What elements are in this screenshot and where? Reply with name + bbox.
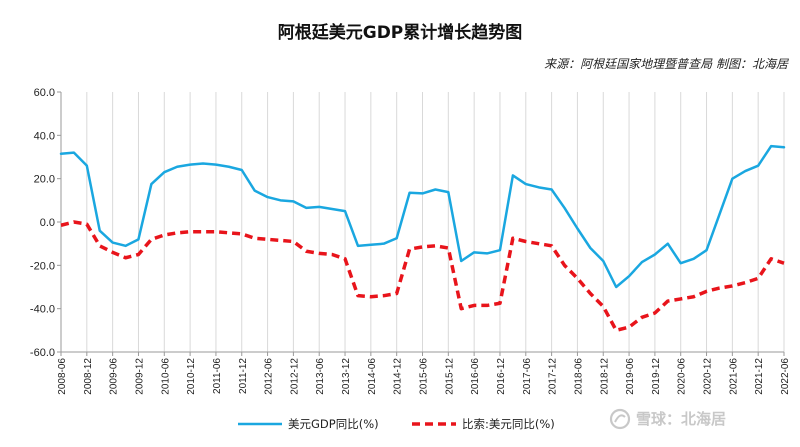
y-tick-label: 20.0 [34, 174, 55, 186]
y-axis: 60.0 40.0 20.0 0.0 -20.0 -40.0 -60.0 [30, 87, 62, 359]
x-tick-label: 2008-12 [83, 358, 94, 395]
legend-label-gdp: 美元GDP同比(%) [288, 417, 379, 431]
x-tick-label: 2009-12 [134, 358, 145, 395]
x-tick-label: 2014-12 [393, 358, 404, 395]
x-tick-label: 2009-06 [109, 358, 120, 395]
x-tick-label: 2016-06 [470, 358, 481, 395]
watermark-text: 雪球：北海居 [636, 410, 726, 428]
x-tick-label: 2020-06 [677, 358, 688, 395]
x-axis: 2008-06 2008-12 2009-06 2009-12 2010-06 2010-… [57, 351, 791, 395]
x-tick-label: 2014-06 [367, 358, 378, 395]
x-tick-label: 2021-12 [754, 358, 765, 395]
x-tick-label: 2020-12 [703, 358, 714, 395]
x-tick-label: 2017-12 [548, 358, 559, 395]
legend: 美元GDP同比(%) 比索:美元同比(%) [238, 417, 555, 431]
x-tick-label: 2019-12 [651, 358, 662, 395]
watermark: 雪球：北海居 [609, 408, 726, 430]
chart-title: 阿根廷美元GDP累计增长趋势图 [278, 22, 523, 43]
x-tick-label: 2012-12 [289, 358, 300, 395]
x-tick-label: 2021-06 [728, 358, 739, 395]
y-tick-label: -60.0 [30, 347, 55, 359]
x-tick-label: 2010-12 [186, 358, 197, 395]
snowball-logo-icon [609, 408, 631, 430]
x-tick-label: 2018-12 [599, 358, 610, 395]
x-tick-label: 2011-12 [238, 358, 249, 394]
y-tick-label: 0.0 [40, 217, 55, 229]
x-tick-label: 2013-06 [315, 358, 326, 395]
x-tick-label: 2015-12 [444, 358, 455, 395]
series-line-gdp [59, 144, 786, 289]
y-tick-label: 60.0 [34, 87, 55, 99]
x-tick-label: 2008-06 [57, 358, 68, 395]
x-tick-label: 2012-06 [264, 358, 275, 395]
x-tick-label: 2016-12 [496, 358, 507, 395]
y-tick-label: 40.0 [34, 130, 55, 142]
y-tick-label: -40.0 [30, 304, 55, 316]
x-tick-label: 2015-06 [419, 358, 430, 395]
chart-source: 来源：阿根廷国家地理暨普查局 制图：北海居 [544, 57, 789, 71]
x-tick-label: 2013-12 [341, 358, 352, 395]
x-tick-label: 2022-06 [780, 358, 791, 395]
grid [60, 92, 785, 352]
series-line-peso [60, 220, 785, 333]
x-tick-label: 2017-06 [522, 358, 533, 395]
x-tick-label: 2018-06 [573, 358, 584, 395]
series-group [59, 144, 786, 333]
x-tick-label: 2010-06 [160, 358, 171, 395]
x-tick-label: 2011-06 [212, 358, 223, 394]
y-tick-label: -20.0 [30, 260, 55, 272]
legend-label-peso: 比索:美元同比(%) [462, 417, 555, 431]
x-tick-label: 2019-06 [625, 358, 636, 395]
